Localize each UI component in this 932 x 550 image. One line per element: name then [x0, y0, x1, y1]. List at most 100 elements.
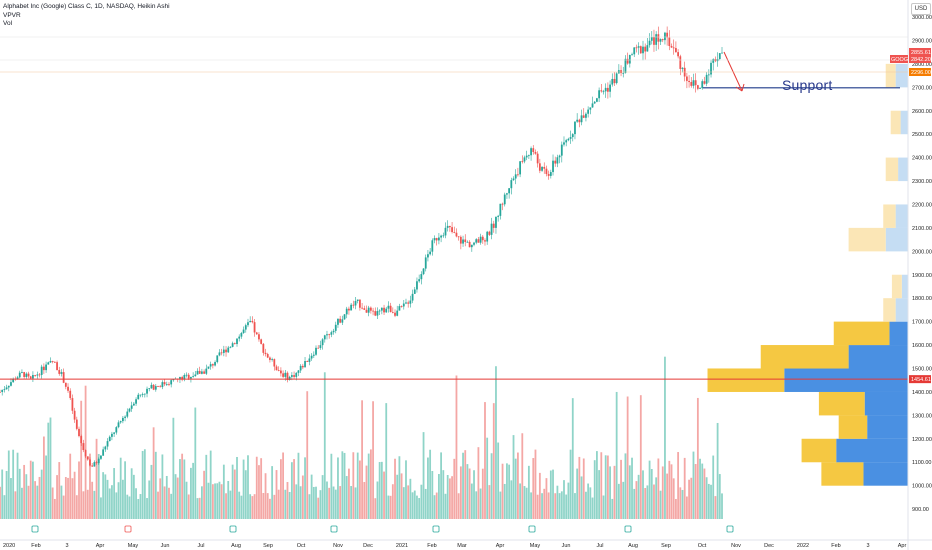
- volume-bar: [692, 451, 695, 519]
- candle-body: [34, 375, 37, 376]
- candle-body: [512, 178, 515, 181]
- candle-body: [78, 428, 80, 437]
- volume-bar: [119, 457, 122, 519]
- volume-bar: [701, 463, 704, 519]
- volume-profile-down: [836, 438, 908, 463]
- volume-bar: [712, 455, 715, 519]
- candle-body: [89, 459, 91, 466]
- x-tick-label: 2022: [797, 543, 809, 549]
- volume-bar: [438, 474, 440, 519]
- candle-body: [269, 357, 271, 360]
- volume-bar: [648, 460, 651, 519]
- volume-bar: [506, 463, 508, 519]
- volume-bar: [137, 498, 140, 519]
- x-tick-label: Aug: [231, 543, 241, 549]
- candle-body: [659, 39, 662, 42]
- volume-bar: [222, 464, 225, 519]
- x-tick-label: Jul: [596, 543, 603, 549]
- volume-bar: [78, 461, 80, 519]
- candle-body: [21, 372, 23, 373]
- volume-bar: [424, 488, 427, 519]
- volume-bar: [121, 479, 124, 519]
- candle-body: [244, 325, 247, 330]
- candle-body: [132, 403, 135, 406]
- candle-body: [543, 166, 546, 169]
- candle-body: [295, 372, 298, 377]
- volume-bar: [422, 432, 425, 519]
- volume-profile-down: [848, 345, 908, 369]
- volume-bar: [475, 491, 478, 519]
- volume-bar: [637, 474, 640, 519]
- currency-badge[interactable]: USD: [911, 3, 931, 15]
- y-tick-label: 1700.00: [912, 320, 932, 326]
- x-tick-label: Aug: [628, 543, 638, 549]
- ticker-tag-bg: [890, 55, 908, 63]
- volume-bar: [14, 491, 17, 519]
- candle-body: [102, 449, 105, 456]
- candle-body: [688, 80, 690, 83]
- volume-profile-up: [891, 274, 902, 299]
- y-tick-label: 2400.00: [912, 156, 932, 162]
- volume-profile-up: [818, 391, 865, 416]
- candle-body: [32, 375, 34, 379]
- volume-bar: [216, 483, 219, 519]
- volume-bar: [389, 495, 392, 519]
- candle-body: [38, 374, 41, 376]
- candle-body: [163, 382, 166, 385]
- volume-bar: [479, 488, 482, 519]
- volume-bar: [238, 491, 241, 519]
- volume-bar: [510, 480, 513, 519]
- volume-bar: [655, 477, 658, 519]
- candle-body: [475, 239, 478, 243]
- volume-bar: [279, 459, 282, 519]
- volume-bar: [714, 496, 717, 519]
- volume-bar: [591, 497, 594, 519]
- candle-body: [400, 306, 403, 307]
- candle-body: [453, 232, 456, 233]
- candle-body: [589, 107, 592, 110]
- volume-bar: [420, 484, 423, 519]
- legend-indicator: VPVR: [3, 11, 21, 19]
- volume-bar: [319, 490, 322, 519]
- volume-bar: [266, 493, 269, 519]
- volume-bar: [514, 458, 517, 519]
- candle-body: [492, 223, 495, 228]
- candle-body: [40, 366, 43, 375]
- candle-body: [150, 384, 153, 389]
- candle-body: [262, 343, 265, 353]
- candle-body: [69, 390, 72, 399]
- candle-body: [650, 36, 653, 41]
- volume-bar: [396, 474, 399, 519]
- earnings-marker: [432, 525, 440, 533]
- candle-body: [286, 372, 289, 380]
- volume-bar: [359, 460, 361, 519]
- volume-bar: [282, 452, 284, 519]
- candle-body: [435, 238, 438, 241]
- candle-body: [427, 254, 429, 258]
- volume-profile-up: [890, 110, 901, 135]
- volume-bar: [369, 449, 372, 519]
- volume-bar: [534, 449, 537, 519]
- candle-body: [517, 174, 519, 176]
- candle-body: [36, 374, 39, 376]
- candle-body: [611, 78, 614, 85]
- candle-body: [113, 432, 116, 434]
- candle-body: [359, 299, 361, 308]
- x-tick-label: Apr: [96, 543, 105, 549]
- volume-bar: [451, 476, 453, 519]
- volume-bar: [400, 473, 403, 519]
- candle-body: [266, 354, 269, 358]
- volume-bar: [111, 485, 113, 519]
- volume-bar: [328, 487, 331, 519]
- volume-bar: [521, 433, 524, 519]
- volume-bar: [62, 495, 65, 519]
- candle-body: [58, 370, 61, 374]
- candle-body: [442, 235, 445, 237]
- candle-body: [64, 382, 67, 387]
- x-tick-label: May: [530, 543, 541, 549]
- candle-body: [554, 160, 557, 164]
- volume-bar: [635, 481, 638, 519]
- candle-body: [705, 74, 708, 84]
